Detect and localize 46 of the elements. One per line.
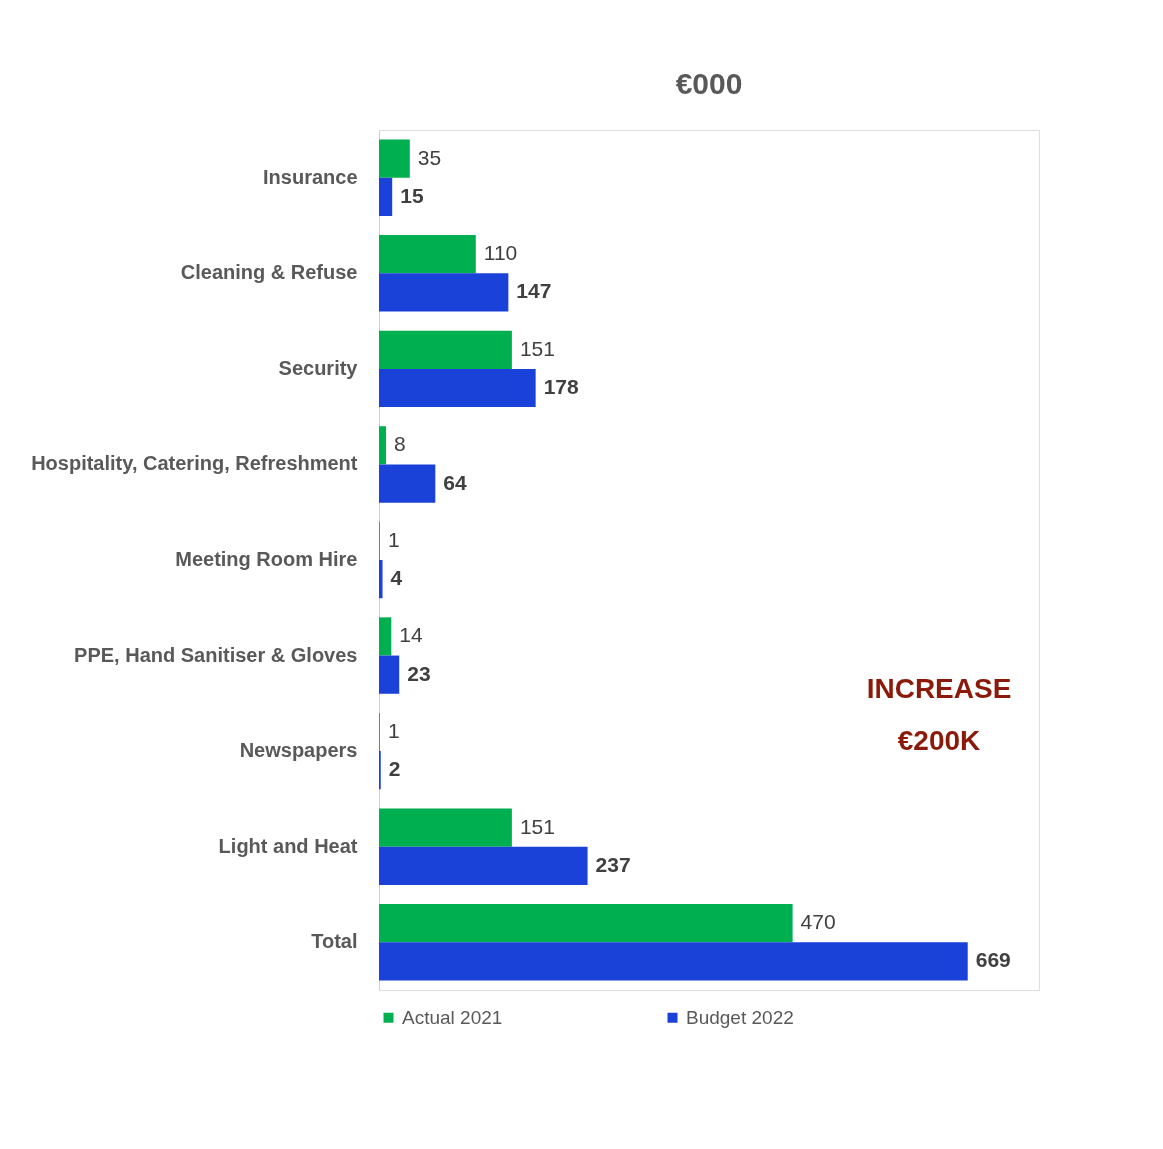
bar	[379, 942, 968, 981]
data-label: 23	[407, 661, 431, 685]
data-label: 237	[595, 852, 631, 876]
bar	[379, 368, 536, 408]
data-label: 1	[387, 719, 400, 742]
y-tick-label: Meeting Room Hire	[175, 548, 358, 570]
y-tick-label: Security	[278, 356, 359, 379]
data-label: 470	[800, 910, 836, 934]
data-label: 2	[388, 757, 401, 781]
bar	[379, 655, 400, 694]
bar	[379, 177, 393, 216]
annotation: INCREASE €200K	[866, 673, 1012, 756]
bar	[379, 808, 512, 847]
y-tick-label: Cleaning & Refuse	[180, 261, 358, 284]
y-tick-label: Light and Heat	[218, 834, 358, 857]
data-label: 151	[519, 814, 555, 838]
y-tick-label: PPE, Hand Sanitiser & Gloves	[74, 643, 358, 666]
data-label: 1	[387, 527, 400, 551]
legend-label: Budget 2022	[686, 1006, 794, 1028]
data-label: 669	[975, 948, 1011, 972]
y-tick-label: Total	[311, 930, 358, 953]
data-label: 8	[394, 432, 406, 456]
bar	[379, 235, 476, 274]
data-label: 35	[417, 145, 442, 169]
data-label: 14	[399, 623, 423, 647]
data-label: 151	[519, 336, 555, 360]
bar	[379, 464, 436, 503]
bar	[379, 904, 793, 943]
data-label: 178	[543, 375, 579, 398]
bar	[379, 560, 383, 599]
bar	[379, 273, 509, 312]
legend-label: Actual 2021	[402, 1006, 503, 1028]
y-tick-label: Insurance	[263, 165, 358, 188]
data-label: 64	[443, 470, 467, 494]
bar	[379, 846, 588, 885]
data-label: 4	[390, 566, 403, 590]
data-label: 110	[483, 241, 518, 265]
chart-title: €000	[675, 67, 743, 100]
y-tick-label: Newspapers	[239, 739, 358, 762]
bar	[379, 139, 410, 178]
bar	[379, 426, 387, 465]
data-label: 15	[400, 183, 424, 207]
bar	[379, 617, 392, 656]
bar	[379, 330, 512, 369]
y-tick-label: Hospitality, Catering, Refreshment	[31, 452, 358, 475]
data-label: 147	[516, 279, 552, 303]
